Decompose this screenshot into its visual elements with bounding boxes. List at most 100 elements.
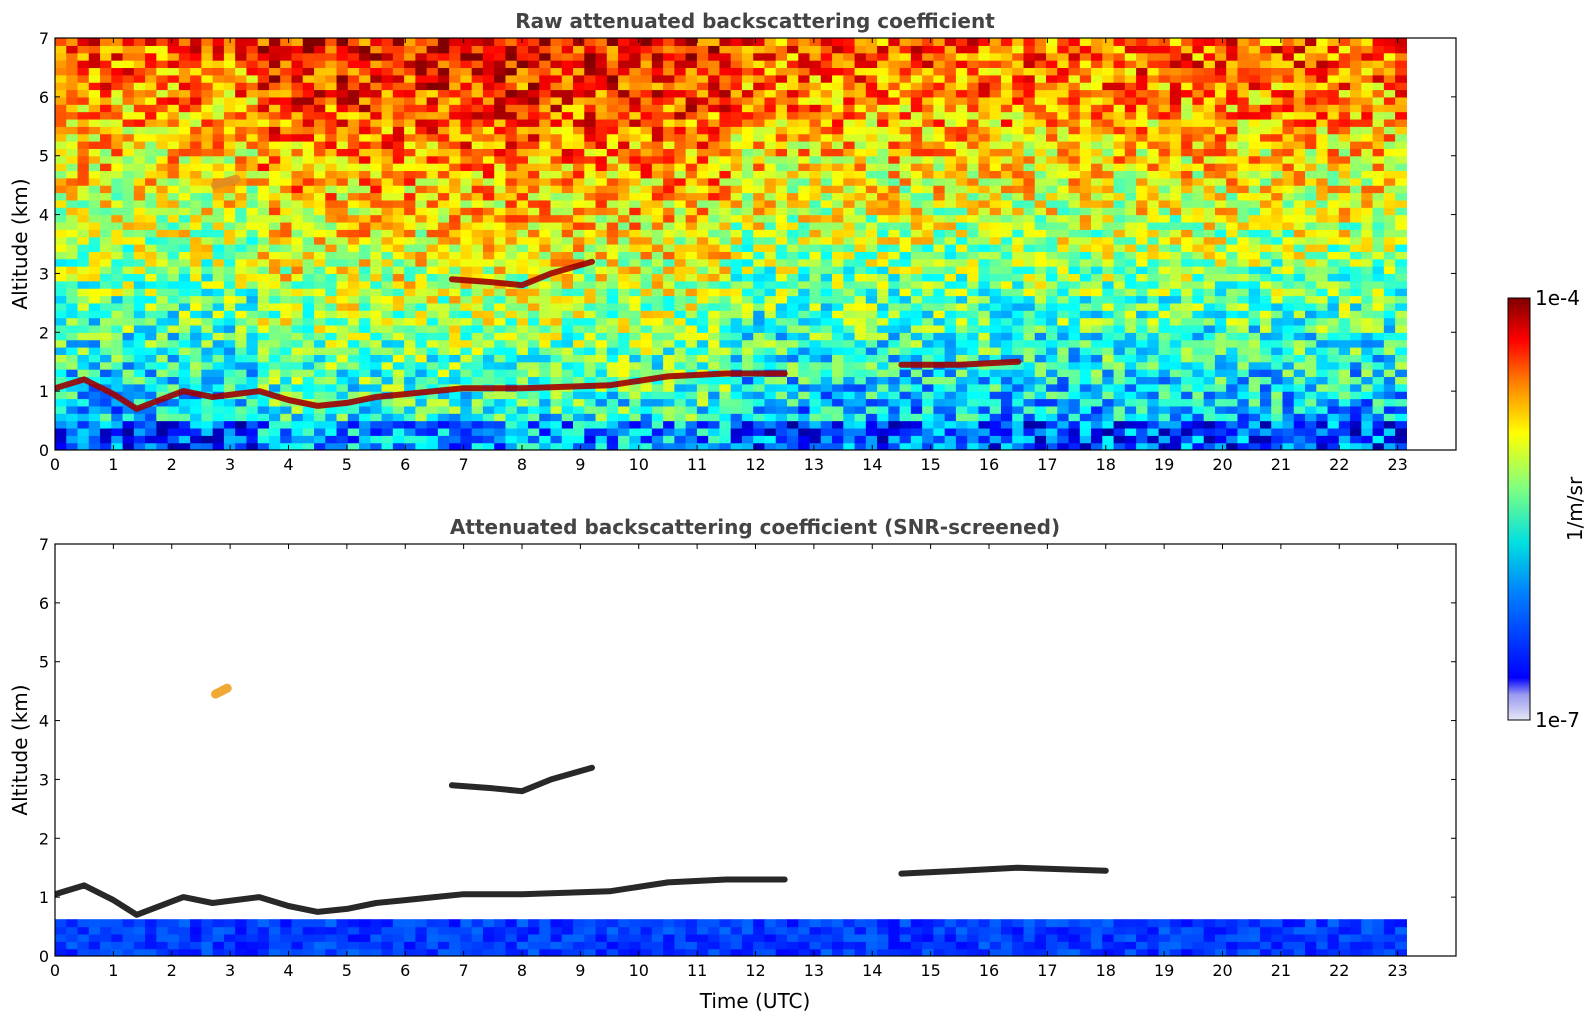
- heatmap-cell: [246, 118, 259, 127]
- heatmap-cell: [606, 273, 619, 282]
- heatmap-cell: [482, 148, 495, 157]
- heatmap-cell: [764, 280, 777, 289]
- heatmap-cell: [933, 324, 946, 333]
- heatmap-cell: [314, 192, 326, 201]
- heatmap-cell: [223, 361, 236, 370]
- heatmap-cell: [460, 96, 473, 105]
- heatmap-cell: [606, 111, 619, 120]
- heatmap-cell: [922, 82, 934, 91]
- heatmap-cell: [133, 67, 146, 76]
- heatmap-cell: [404, 288, 416, 297]
- heatmap-cell: [1023, 38, 1036, 46]
- heatmap-cell: [133, 185, 146, 194]
- heatmap-cell: [584, 185, 597, 194]
- heatmap-cell: [235, 192, 248, 201]
- heatmap-cell: [291, 310, 304, 319]
- heatmap-cell: [178, 82, 191, 91]
- heatmap-cell: [640, 398, 653, 407]
- heatmap-cell: [764, 229, 777, 238]
- heatmap-cell: [100, 288, 112, 297]
- heatmap-cell: [809, 52, 822, 61]
- heatmap-cell: [471, 391, 484, 400]
- heatmap-cell: [820, 273, 833, 282]
- heatmap-cell: [426, 376, 439, 385]
- heatmap-cell: [832, 163, 844, 172]
- heatmap-cell: [482, 133, 495, 142]
- heatmap-cell: [640, 177, 653, 186]
- heatmap-cell: [550, 258, 563, 267]
- heatmap-cell: [888, 45, 901, 54]
- heatmap-cell: [606, 89, 619, 98]
- heatmap-cell: [809, 192, 822, 201]
- heatmap-cell: [787, 141, 799, 149]
- heatmap-cell: [156, 133, 169, 142]
- heatmap-cell: [787, 405, 799, 414]
- heatmap-cell: [798, 221, 811, 230]
- heatmap-cell: [336, 229, 349, 238]
- heatmap-cell: [291, 133, 304, 142]
- heatmap-cell: [482, 266, 495, 275]
- heatmap-cell: [133, 192, 146, 201]
- heatmap-cell: [719, 280, 732, 289]
- heatmap-cell: [1012, 38, 1025, 46]
- heatmap-cell: [291, 354, 304, 363]
- heatmap-cell: [257, 221, 270, 230]
- heatmap-cell: [426, 324, 439, 333]
- heatmap-cell: [1046, 133, 1058, 142]
- heatmap-cell: [584, 45, 597, 54]
- heatmap-cell: [381, 317, 394, 326]
- heatmap-cell: [235, 229, 248, 238]
- heatmap-cell: [280, 199, 293, 208]
- heatmap-cell: [235, 369, 248, 378]
- heatmap-cell: [922, 266, 934, 275]
- heatmap-cell: [753, 251, 766, 260]
- heatmap-cell: [460, 82, 473, 91]
- heatmap-cell: [66, 104, 79, 113]
- heatmap-cell: [88, 442, 101, 450]
- heatmap-cell: [910, 104, 923, 113]
- heatmap-cell: [741, 104, 754, 113]
- heatmap-cell: [190, 273, 202, 282]
- heatmap-cell: [347, 214, 360, 223]
- heatmap-cell: [854, 361, 867, 370]
- heatmap-cell: [843, 199, 856, 208]
- heatmap-cell: [1000, 273, 1013, 282]
- heatmap-cell: [167, 52, 180, 61]
- heatmap-cell: [133, 207, 146, 216]
- heatmap-cell: [550, 214, 563, 223]
- heatmap-cell: [88, 192, 101, 201]
- heatmap-cell: [730, 104, 743, 113]
- heatmap-cell: [494, 391, 507, 400]
- heatmap-cell: [933, 163, 946, 172]
- heatmap-cell: [809, 236, 822, 245]
- heatmap-cell: [561, 96, 574, 105]
- heatmap-cell: [663, 170, 675, 179]
- heatmap-cell: [122, 52, 135, 61]
- heatmap-cell: [696, 435, 709, 444]
- heatmap-cell: [55, 221, 67, 230]
- heatmap-cell: [494, 324, 507, 333]
- heatmap-cell: [145, 273, 157, 282]
- heatmap-cell: [719, 405, 732, 414]
- heatmap-cell: [494, 45, 507, 54]
- heatmap-cell: [708, 155, 721, 164]
- heatmap-cell: [1000, 435, 1013, 444]
- heatmap-cell: [471, 214, 484, 223]
- heatmap-cell: [1012, 111, 1025, 120]
- heatmap-cell: [944, 163, 957, 172]
- heatmap-cell: [854, 244, 867, 252]
- heatmap-cell: [753, 442, 766, 450]
- heatmap-cell: [820, 339, 833, 348]
- heatmap-cell: [696, 288, 709, 297]
- heatmap-cell: [314, 295, 326, 304]
- heatmap-cell: [978, 96, 991, 105]
- heatmap-cell: [268, 442, 281, 450]
- heatmap-cell: [820, 104, 833, 113]
- heatmap-cell: [381, 60, 394, 69]
- heatmap-cell: [122, 273, 135, 282]
- heatmap-cell: [550, 369, 563, 378]
- heatmap-cell: [347, 148, 360, 157]
- heatmap-cell: [347, 258, 360, 267]
- heatmap-cell: [156, 405, 169, 414]
- heatmap-cell: [212, 96, 225, 105]
